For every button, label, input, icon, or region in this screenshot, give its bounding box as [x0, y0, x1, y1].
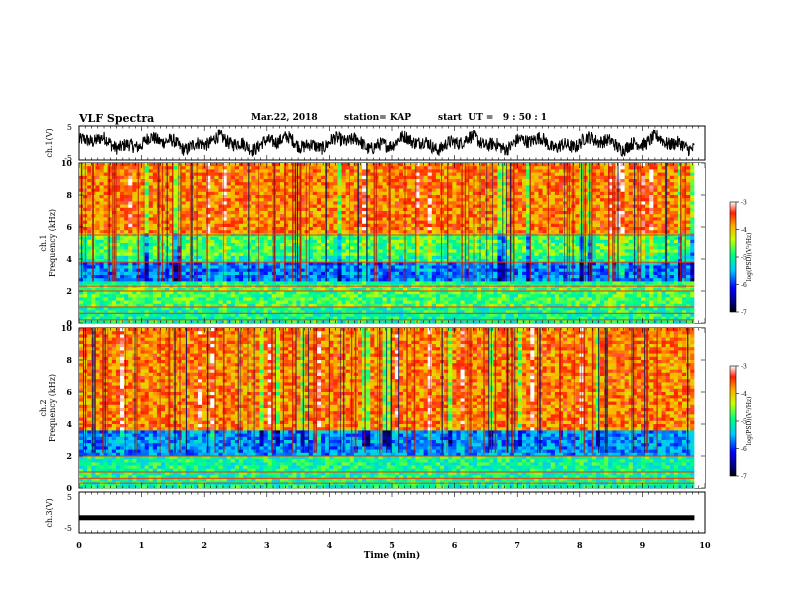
colorbar-tick-label: -7: [741, 474, 747, 481]
ch1-ytick-bottom: -5: [64, 154, 72, 163]
freq-tick-label: 8: [66, 355, 72, 365]
ch1-colorbar-label: log(PSD)(V²/Hz): [746, 233, 753, 282]
ch1-ytick-top: 5: [67, 123, 72, 132]
x-tick-label: 8: [577, 540, 583, 550]
ch1-spec-ylabel-freq: Frequency (kHz): [48, 209, 57, 277]
ch1-waveform-line: [78, 129, 695, 158]
ch2-spec-ylabel-ch: ch.2: [39, 399, 48, 416]
colorbar-tick-label: -7: [741, 310, 747, 317]
x-tick-label: 10: [699, 540, 711, 550]
colorbar-tick-label: -6: [741, 282, 747, 289]
colorbar-tick-label: -3: [741, 200, 747, 207]
x-tick-label: 9: [640, 540, 646, 550]
colorbar-tick-label: -5: [741, 419, 747, 426]
x-tick-label: 7: [514, 540, 520, 550]
ch2-spectrogram-panel: 0 2 4 6 8 10 ch.2 Frequency (kHz): [39, 323, 706, 493]
colorbar-tick-label: -3: [741, 364, 747, 371]
freq-tick-label: 2: [66, 451, 72, 461]
ch3-ytick-top: 5: [67, 493, 72, 502]
freq-tick-label: 10: [61, 323, 73, 333]
colorbar-tick-label: -5: [741, 255, 747, 262]
freq-tick-label: 0: [66, 318, 72, 328]
ch1-waveform-panel: 5 -5 ch.1(V): [45, 123, 706, 163]
colorbar-tick-label: -6: [741, 446, 747, 453]
ch2-colorbar: -3 -4 -5 -6 -7 log(PSD)(V²/Hz): [729, 364, 753, 481]
x-tick-label: 1: [139, 540, 145, 550]
ch1-waveform-ylabel: ch.1(V): [45, 128, 54, 157]
ch1-spec-ylabel-ch: ch.1: [39, 234, 48, 251]
x-tick-label: 5: [389, 540, 395, 550]
ch1-colorbar: -3 -4 -5 -6 -7 log(PSD)(V²/Hz): [729, 200, 753, 317]
ch3-waveform-ylabel: ch.3(V): [45, 498, 54, 527]
ch1-spectrogram-image: [79, 163, 705, 324]
date-label: Mar.22, 2018: [251, 113, 318, 123]
freq-tick-label: 4: [66, 254, 72, 264]
ch1-spectrogram-panel: 0 2 4 6 8 10 ch.1 Frequency (kHz): [39, 158, 706, 328]
ch2-spec-ylabel-freq: Frequency (kHz): [48, 374, 57, 442]
freq-tick-label: 10: [61, 158, 73, 168]
ch3-waveform-panel: 5 -5 ch.3(V): [45, 491, 706, 534]
freq-tick-label: 0: [66, 483, 72, 493]
x-axis-label: Time (min): [364, 550, 421, 561]
colorbar-tick-label: -4: [741, 391, 747, 398]
x-tick-label: 3: [264, 540, 270, 550]
freq-tick-label: 4: [66, 419, 72, 429]
chart-title: VLF Spectra: [79, 112, 155, 125]
x-tick-label: 2: [201, 540, 207, 550]
ch3-ytick-bottom: -5: [64, 524, 72, 533]
ch2-spectrogram-image: [79, 328, 705, 489]
x-tick-label: 0: [76, 540, 82, 550]
freq-tick-label: 6: [66, 222, 72, 232]
freq-tick-label: 2: [66, 286, 72, 296]
ch2-colorbar-label: log(PSD)(V²/Hz): [746, 397, 753, 446]
x-tick-label: 6: [452, 540, 458, 550]
x-tick-label: 4: [327, 540, 333, 550]
station-label: station= KAP: [344, 113, 412, 123]
colorbar-tick-label: -4: [741, 227, 747, 234]
freq-tick-label: 8: [66, 190, 72, 200]
ch3-waveform-line: [79, 515, 695, 521]
freq-tick-label: 6: [66, 387, 72, 397]
start-time-label: start UT = 9 : 50 : 1: [438, 113, 548, 123]
